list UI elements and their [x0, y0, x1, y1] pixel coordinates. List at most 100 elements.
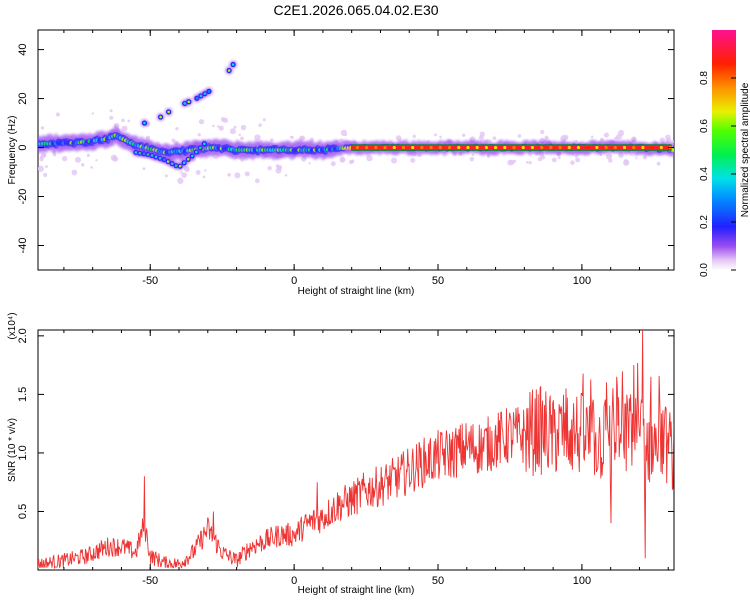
heatmap-speckle: [40, 126, 45, 130]
heatmap-speckle: [195, 169, 201, 175]
heatmap-speckle: [142, 167, 146, 171]
heatmap-speckle: [238, 133, 242, 137]
x-tick-label: 50: [432, 575, 444, 587]
heatmap-speckle: [671, 140, 674, 144]
heatmap-speckle: [86, 153, 90, 157]
heatmap-branch-peak: [167, 110, 170, 114]
heatmap-speckle: [300, 135, 305, 141]
y-tick-label: 0.5: [17, 504, 29, 519]
heatmap-speckle: [276, 165, 281, 170]
heatmap-branch-peak: [199, 146, 202, 150]
heatmap-speckle: [81, 163, 85, 167]
heatmap-speckle: [284, 173, 288, 177]
spectrogram-xlabel: Height of straight line (km): [298, 286, 415, 297]
heatmap-ridge-dot: [586, 145, 590, 150]
heatmap-ridge-dot: [549, 145, 553, 150]
heatmap-branch-peak: [190, 154, 194, 158]
y-tick-label: 1.0: [17, 445, 29, 460]
heatmap-ridge-dot: [632, 145, 636, 150]
heatmap-ridge-dot: [595, 145, 599, 150]
heatmap-speckle: [469, 156, 475, 162]
heatmap-speckle: [635, 157, 638, 160]
heatmap-ridge-dot: [567, 145, 571, 150]
heatmap-speckle: [43, 172, 48, 178]
figure-title: C2E1.2026.065.04.02.E30: [273, 2, 438, 18]
heatmap-speckle: [479, 131, 485, 137]
colorbar-label: Normalized spectral amplitude: [740, 82, 750, 217]
heatmap-speckle: [308, 162, 311, 165]
heatmap-ridge-dot: [493, 145, 498, 150]
heatmap-ridge-dot: [622, 145, 627, 150]
heatmap-speckle: [74, 156, 81, 163]
heatmap-ridge-dot: [411, 145, 415, 150]
colorbar-tick-label: 0.0: [699, 263, 710, 277]
heatmap-speckle: [71, 169, 78, 176]
heatmap-speckle: [180, 171, 183, 174]
heatmap-speckle: [570, 160, 575, 165]
x-tick-label: 0: [291, 575, 297, 587]
heatmap-branch-peak: [143, 121, 146, 125]
snr-panel: -50 0 50 100 0.5 1.0 1.5 2.0 Height of straight…: [7, 312, 675, 596]
y-tick-label: -20: [17, 189, 29, 205]
heatmap-speckle: [563, 134, 569, 141]
heatmap-branch-peak: [203, 142, 206, 146]
heatmap-speckle: [395, 135, 402, 141]
heatmap-ridge-dot: [576, 145, 581, 150]
colorbar-tick-label: 0.4: [699, 167, 710, 181]
heatmap-speckle: [270, 138, 274, 142]
heatmap-ridge-dot: [374, 145, 378, 150]
heatmap-speckle: [240, 136, 244, 141]
y-tick-label: 0: [17, 144, 29, 150]
heatmap-ridge-dot: [420, 145, 424, 150]
snr-xlabel: Height of straight line (km): [298, 585, 415, 596]
heatmap-branch-peak: [194, 150, 198, 154]
heatmap-speckle: [262, 118, 266, 122]
heatmap-ridge-dot: [613, 145, 617, 150]
heatmap-branch-peak: [187, 100, 191, 104]
heatmap-speckle: [330, 161, 336, 167]
heatmap-speckle: [659, 137, 665, 144]
heatmap-speckle: [492, 136, 497, 141]
x-tick-label: 50: [432, 275, 444, 287]
heatmap-speckle: [348, 159, 354, 165]
heatmap-speckle: [184, 167, 190, 173]
heatmap-ridge-dot: [503, 145, 507, 150]
heatmap-speckle: [412, 134, 416, 138]
heatmap-speckle: [605, 153, 613, 160]
heatmap-ridge-dot: [365, 145, 369, 150]
heatmap-speckle: [526, 160, 529, 164]
heatmap-speckle: [41, 153, 47, 158]
heatmap-ridge-dot: [383, 145, 387, 150]
heatmap-ridge-dot: [429, 145, 433, 150]
heatmap-speckle: [234, 172, 241, 179]
y-tick-label: 2.0: [17, 328, 29, 343]
heatmap-speckle: [528, 161, 532, 165]
heatmap-speckle: [127, 119, 131, 123]
heatmap-ridge-dot: [512, 145, 516, 150]
heatmap-speckle: [544, 135, 549, 140]
heatmap-ridge-dot: [475, 145, 479, 150]
heatmap-speckle: [197, 133, 201, 137]
heatmap-speckle: [340, 157, 345, 162]
heatmap-speckle: [623, 158, 629, 165]
heatmap-speckle: [507, 159, 514, 166]
snr-line-marks: [38, 330, 674, 570]
heatmap-speckle: [590, 135, 594, 139]
heatmap-speckle: [90, 166, 93, 169]
x-tick-label: -50: [142, 575, 158, 587]
heatmap-ridge-dot: [641, 145, 645, 150]
heatmap-speckle: [540, 129, 545, 135]
y-tick-label: 20: [17, 92, 29, 104]
heatmap-ridge-dot: [530, 145, 535, 150]
x-tick-label: 0: [291, 275, 297, 287]
heatmap-speckle: [244, 171, 250, 177]
x-tick-label: -50: [142, 275, 158, 287]
heatmap-speckle: [198, 119, 205, 125]
heatmap-speckle: [616, 133, 622, 140]
heatmap-speckle: [410, 157, 416, 163]
heatmap-speckle: [229, 128, 236, 135]
heatmap-speckle: [471, 153, 475, 157]
heatmap-speckle: [517, 134, 522, 138]
heatmap-speckle: [462, 133, 466, 137]
colorbar-tick-label: 0.8: [699, 71, 710, 85]
